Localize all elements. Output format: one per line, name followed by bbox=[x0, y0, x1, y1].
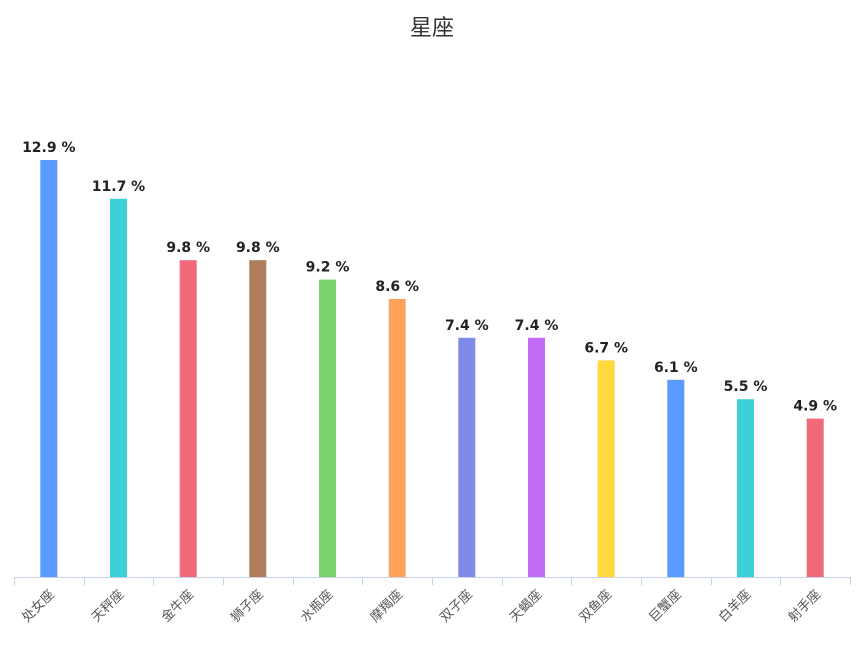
bar-value-label: 12.9 % bbox=[22, 140, 75, 156]
bar-1[interactable] bbox=[40, 160, 58, 577]
bar-value-label: 9.2 % bbox=[306, 260, 350, 276]
bar-3[interactable] bbox=[179, 260, 197, 577]
bar-10[interactable] bbox=[667, 379, 685, 577]
chart-title: 星座 bbox=[409, 16, 454, 41]
bar-4[interactable] bbox=[249, 260, 267, 577]
bar-value-label: 8.6 % bbox=[375, 279, 419, 295]
x-tick-label: 天蝎座 bbox=[507, 587, 545, 625]
x-tick-label: 摩羯座 bbox=[367, 587, 406, 626]
x-tick-label: 天秤座 bbox=[89, 587, 127, 625]
bar-6[interactable] bbox=[388, 299, 406, 577]
bar-value-label: 11.7 % bbox=[92, 179, 145, 195]
x-tick-label: 双鱼座 bbox=[576, 587, 615, 626]
bar-12[interactable] bbox=[806, 418, 824, 577]
x-tick-label: 巨蟹座 bbox=[646, 587, 684, 625]
bar-value-label: 9.8 % bbox=[166, 240, 210, 256]
bar-11[interactable] bbox=[737, 399, 754, 577]
bar-8[interactable] bbox=[528, 337, 545, 577]
bar-value-label: 5.5 % bbox=[724, 379, 768, 395]
bar-value-label: 7.4 % bbox=[445, 318, 489, 334]
x-tick-label: 处女座 bbox=[19, 587, 58, 626]
bar-value-label: 4.9 % bbox=[793, 399, 837, 415]
x-tick-label: 狮子座 bbox=[228, 587, 266, 625]
bar-5[interactable] bbox=[319, 279, 336, 577]
bar-7[interactable] bbox=[458, 337, 476, 577]
bar-value-label: 7.4 % bbox=[515, 318, 559, 334]
bar-2[interactable] bbox=[110, 198, 127, 578]
bar-value-label: 6.7 % bbox=[584, 340, 628, 356]
bar-value-label: 9.8 % bbox=[236, 240, 280, 256]
x-tick-label: 金牛座 bbox=[158, 587, 197, 626]
x-tick-label: 白羊座 bbox=[715, 587, 754, 626]
x-tick-label: 水瓶座 bbox=[298, 587, 336, 625]
bar-value-label: 6.1 % bbox=[654, 360, 698, 376]
bar-9[interactable] bbox=[597, 360, 615, 577]
x-tick-label: 射手座 bbox=[785, 587, 824, 626]
x-tick-label: 双子座 bbox=[437, 587, 475, 625]
